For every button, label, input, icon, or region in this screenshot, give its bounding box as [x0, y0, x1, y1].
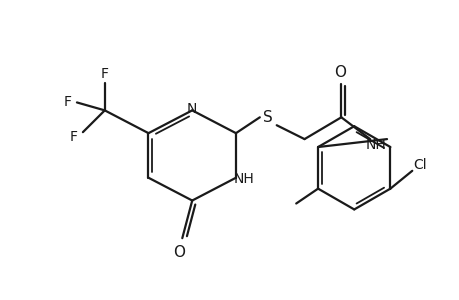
Text: O: O	[173, 244, 185, 260]
Text: NH: NH	[365, 138, 386, 152]
Text: S: S	[263, 110, 272, 125]
Text: O: O	[334, 65, 346, 80]
Text: Cl: Cl	[413, 158, 426, 172]
Text: NH: NH	[233, 172, 254, 186]
Text: F: F	[101, 67, 108, 81]
Text: N: N	[187, 102, 197, 116]
Text: F: F	[64, 95, 72, 110]
Text: F: F	[70, 130, 78, 144]
